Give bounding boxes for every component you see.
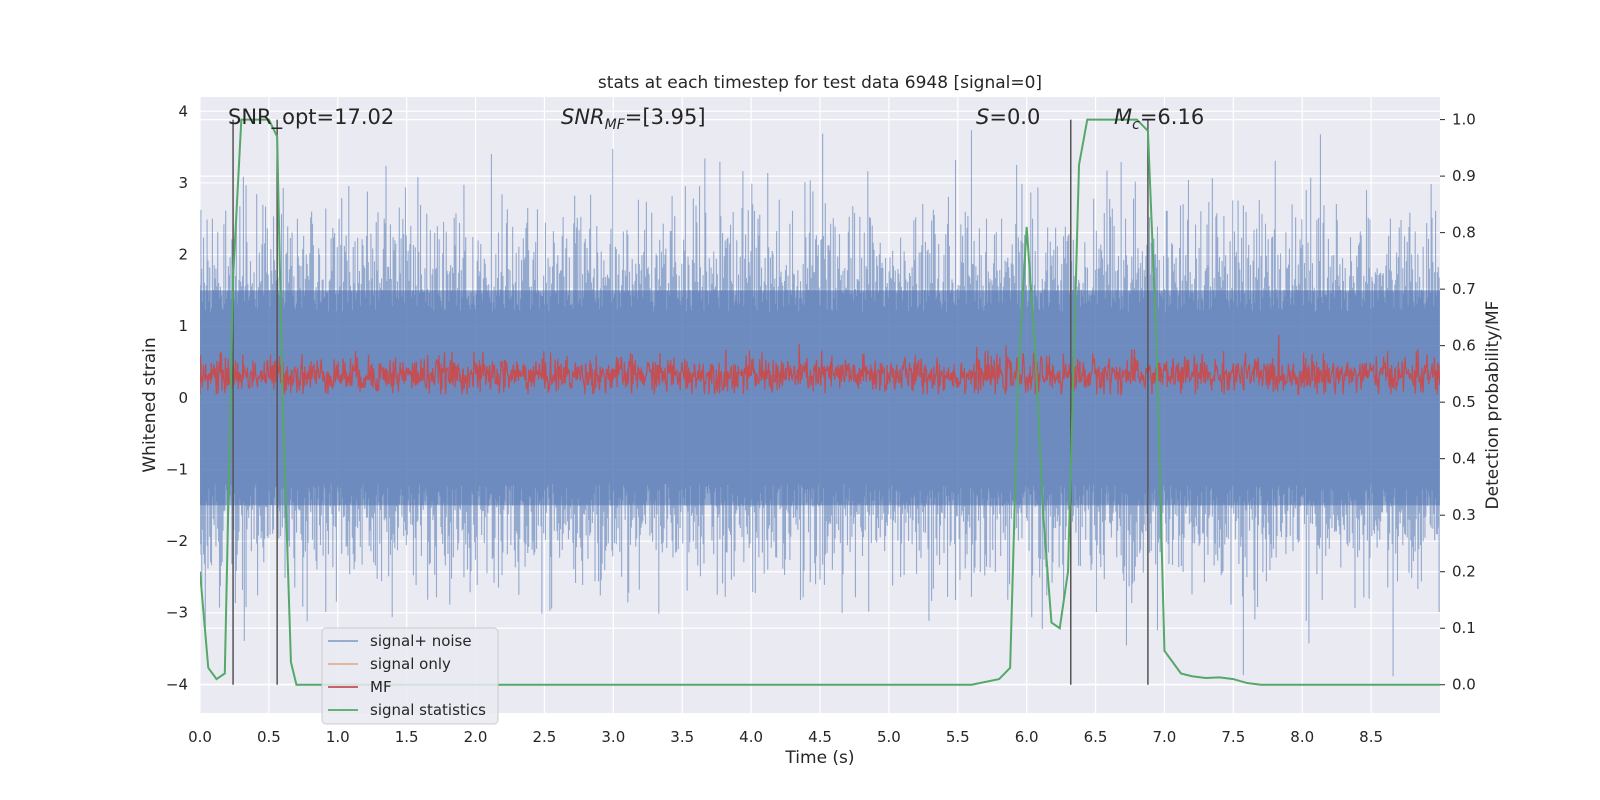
legend: signal+ noise signal only MF signal stat…	[321, 627, 499, 725]
y-left-tick-label-1: −3	[166, 604, 188, 622]
legend-label-signal-noise: signal+ noise	[370, 632, 472, 650]
annotation-mc-value: =6.16	[1140, 105, 1204, 129]
x-tick-label-0: 0.0	[188, 728, 212, 746]
y-right-tick-label-6: 0.6	[1452, 337, 1476, 355]
series-signal-statistics-line	[200, 118, 1440, 686]
y-left-tick-label-4: 0	[178, 389, 188, 407]
y-left-tick-label-8: 4	[178, 102, 188, 120]
x-tick-label-3: 1.5	[395, 728, 419, 746]
y-right-tick-label-1: 0.1	[1452, 619, 1476, 637]
noise-dense-core	[200, 290, 1440, 506]
y-axis-right-label: Detection probability/MF	[1483, 301, 1503, 510]
x-tick-label-5: 2.5	[533, 728, 557, 746]
x-tick-label-17: 8.5	[1359, 728, 1383, 746]
annotation-snr-mf: SNRMF=[3.95]	[561, 105, 706, 133]
y-axis-left-ticks: −4 −3 −2 −1 0 1 2 3 4	[166, 102, 188, 693]
legend-label-signal-only: signal only	[370, 655, 451, 673]
chart-title: stats at each timestep for test data 694…	[598, 73, 1042, 93]
legend-label-signal-statistics: signal statistics	[370, 701, 486, 719]
y-axis-right-ticks: 0.0 0.1 0.2 0.3 0.4 0.5 0.6 0.7 0.8 0.9 1.0	[1440, 111, 1476, 694]
y-left-tick-label-6: 2	[178, 246, 188, 264]
y-right-tick-label-8: 0.8	[1452, 224, 1476, 242]
y-right-tick-label-10: 1.0	[1452, 111, 1476, 129]
y-right-tick-label-9: 0.9	[1452, 167, 1476, 185]
y-left-tick-label-0: −4	[166, 675, 188, 693]
x-tick-label-12: 6.0	[1015, 728, 1039, 746]
x-axis-ticks: 0.0 0.5 1.0 1.5 2.0 2.5 3.0 3.5 4.0 4.5 5.0 5.5 6.0 6…	[188, 728, 1383, 746]
y-left-tick-label-2: −2	[166, 532, 188, 550]
y-right-tick-label-4: 0.4	[1452, 450, 1476, 468]
y-right-tick-label-2: 0.2	[1452, 563, 1476, 581]
legend-label-mf: MF	[370, 678, 392, 696]
y-right-tick-label-3: 0.3	[1452, 506, 1476, 524]
x-tick-label-4: 2.0	[464, 728, 488, 746]
x-tick-label-10: 5.0	[877, 728, 901, 746]
x-tick-label-15: 7.5	[1221, 728, 1245, 746]
y-right-tick-label-7: 0.7	[1452, 280, 1476, 298]
vertical-markers	[232, 119, 1149, 685]
x-tick-label-14: 7.0	[1153, 728, 1177, 746]
series-mf-line	[200, 335, 1440, 397]
x-tick-label-6: 3.0	[601, 728, 625, 746]
y-left-tick-label-7: 3	[178, 174, 188, 192]
annotation-s: S=0.0	[976, 105, 1040, 129]
x-tick-label-8: 4.0	[739, 728, 763, 746]
x-tick-label-16: 8.0	[1290, 728, 1314, 746]
y-left-tick-label-3: −1	[166, 460, 188, 478]
annotations: SNR_opt=17.02 SNRMF=[3.95] S=0.0 Mc=6.16	[228, 105, 1204, 133]
annotation-s-value: =0.0	[989, 105, 1040, 129]
annotation-snr-mf-value: =[3.95]	[625, 105, 706, 129]
legend-box	[321, 627, 499, 725]
x-tick-label-11: 5.5	[946, 728, 970, 746]
y-right-tick-label-0: 0.0	[1452, 676, 1476, 694]
x-tick-label-9: 4.5	[808, 728, 832, 746]
x-tick-label-7: 3.5	[670, 728, 694, 746]
x-tick-label-2: 1.0	[326, 728, 350, 746]
y-axis-left-label: Whitened strain	[140, 337, 160, 472]
x-axis-label: Time (s)	[784, 748, 854, 768]
annotation-snr-opt: SNR_opt=17.02	[228, 105, 394, 130]
annotation-mc: Mc=6.16	[1114, 105, 1204, 133]
y-left-tick-label-5: 1	[178, 317, 188, 335]
x-tick-label-1: 0.5	[257, 728, 281, 746]
y-right-tick-label-5: 0.5	[1452, 393, 1476, 411]
x-tick-label-13: 6.5	[1084, 728, 1108, 746]
